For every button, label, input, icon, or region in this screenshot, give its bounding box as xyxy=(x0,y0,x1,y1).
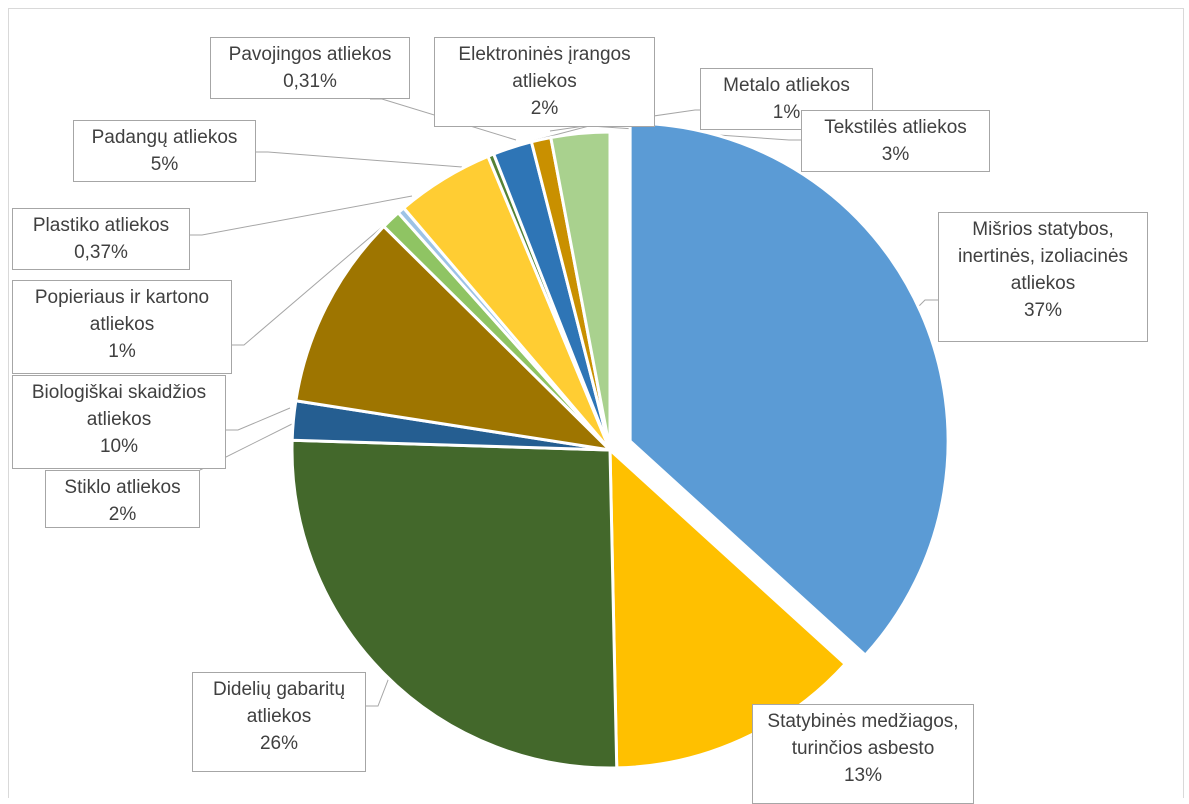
label-padangu: Padangų atliekos 5% xyxy=(73,120,256,182)
leader-line-plastiko xyxy=(190,195,413,236)
label-popieriaus-kartono: Popieriaus ir kartono atliekos 1% xyxy=(12,280,232,374)
label-elektronines-irangos: Elektroninės įrangos atliekos 2% xyxy=(434,37,655,127)
label-statybines-medziagos: Statybinės medžiagos, turinčios asbesto … xyxy=(752,704,974,804)
label-pavojingos: Pavojingos atliekos 0,31% xyxy=(210,37,410,99)
leader-line-padangu xyxy=(256,151,463,168)
label-tekstiles: Tekstilės atliekos 3% xyxy=(801,110,990,172)
slice-statybines-medziagos xyxy=(608,448,847,770)
slice-dideliu-gabaritu xyxy=(290,438,619,770)
label-plastiko: Plastiko atliekos 0,37% xyxy=(12,208,190,270)
chart-area xyxy=(8,8,1184,798)
pie-slices xyxy=(290,121,950,770)
slice-misrios-statybos xyxy=(628,121,950,657)
leader-line-biologiskai-skaidzios xyxy=(226,407,291,431)
label-metalo: Metalo atliekos 1% xyxy=(700,68,873,130)
slice-tekstiles xyxy=(549,130,612,452)
leader-line-popieriaus-kartono xyxy=(232,209,403,346)
label-biologiskai-skaidzios: Biologiškai skaidžios atliekos 10% xyxy=(12,375,226,469)
label-misrios-statybos: Mišrios statybos, inertinės, izoliacinės… xyxy=(938,212,1148,342)
label-dideliu-gabaritu: Didelių gabaritų atliekos 26% xyxy=(192,672,366,772)
label-stiklo: Stiklo atliekos 2% xyxy=(45,470,200,528)
slice-biologiskai-skaidzios xyxy=(294,224,612,452)
